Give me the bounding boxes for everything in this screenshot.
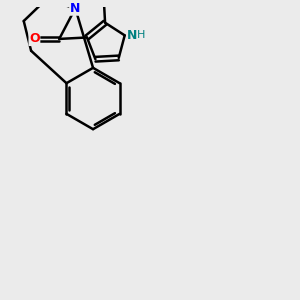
Text: N: N xyxy=(127,29,137,42)
Text: H: H xyxy=(137,30,145,40)
Text: N: N xyxy=(70,2,80,15)
Text: O: O xyxy=(29,32,40,45)
